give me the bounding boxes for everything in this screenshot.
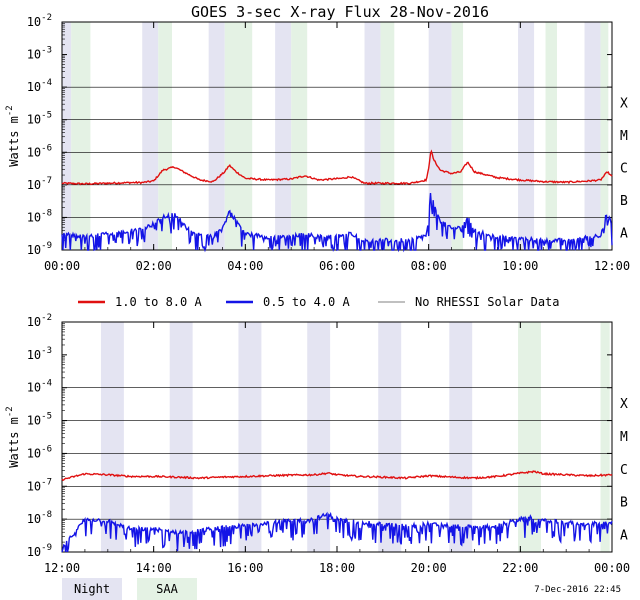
series-legend: 1.0 to 8.0 A 0.5 to 4.0 A No RHESSI Sola…: [78, 295, 560, 309]
legend-label-short: 0.5 to 4.0 A: [263, 295, 350, 309]
y-tick-label: 10-5: [27, 111, 52, 127]
night-band: [307, 322, 331, 552]
series-line-long: [61, 149, 613, 186]
y-tick-label: 10-7: [27, 176, 52, 192]
x-tick-label: 12:00: [44, 561, 80, 575]
y-tick-label: 10-9: [27, 543, 52, 559]
x-tick-label: 16:00: [227, 561, 263, 575]
y-tick-label: 10-8: [27, 208, 52, 224]
night-band: [275, 22, 292, 250]
x-tick-label: 00:00: [594, 561, 630, 575]
night-band: [364, 22, 381, 250]
y-tick-label: 10-4: [27, 78, 52, 94]
saa-legend-swatch: [137, 578, 197, 600]
night-band: [100, 322, 124, 552]
night-band: [428, 22, 452, 250]
night-band: [378, 322, 402, 552]
saa-band: [600, 322, 610, 552]
y-axis-label: Watts m-2: [5, 105, 21, 166]
y-tick-label: 10-3: [27, 46, 52, 62]
night-band: [169, 322, 193, 552]
saa-band: [158, 22, 172, 250]
y-tick-label: 10-9: [27, 241, 52, 257]
chart-title: GOES 3-sec X-ray Flux 28-Nov-2016: [191, 3, 489, 21]
x-tick-label: 14:00: [136, 561, 172, 575]
flare-class-label: X: [620, 96, 628, 111]
y-tick-label: 10-5: [27, 412, 52, 428]
flare-class-label: C: [620, 463, 628, 478]
flare-class-label: B: [620, 194, 628, 209]
saa-band: [380, 22, 395, 250]
flare-class-label: A: [620, 529, 628, 544]
night-band: [449, 322, 473, 552]
lower-panel: 10-9 10-8 10-7 10-6 10-5 10-4 10-3 10-2 A B C M X Wat…: [5, 313, 630, 575]
x-tick-label: 12:00: [594, 259, 630, 273]
x-tick-label: 20:00: [411, 561, 447, 575]
flare-class-label: M: [620, 129, 628, 144]
footer-timestamp: 7-Dec-2016 22:45: [534, 585, 621, 595]
y-tick-label: 10-2: [27, 313, 52, 329]
x-tick-label: 22:00: [502, 561, 538, 575]
y-axis-label: Watts m-2: [5, 406, 21, 467]
legend-label-long: 1.0 to 8.0 A: [115, 295, 202, 309]
y-tick-label: 10-3: [27, 346, 52, 362]
flare-class-label: M: [620, 430, 628, 445]
night-band: [584, 22, 601, 250]
series-line-long: [61, 470, 613, 482]
saa-band: [600, 22, 609, 250]
x-tick-label: 18:00: [319, 561, 355, 575]
x-tick-label: 02:00: [136, 259, 172, 273]
x-tick-label: 04:00: [227, 259, 263, 273]
night-band: [518, 22, 535, 250]
saa-band: [71, 22, 91, 250]
night-band: [142, 22, 159, 250]
saa-legend-label: SAA: [156, 582, 178, 596]
region-legend: Night SAA: [62, 578, 197, 600]
y-tick-label: 10-4: [27, 379, 52, 395]
night-band: [238, 322, 262, 552]
x-tick-label: 10:00: [502, 259, 538, 273]
legend-label-nodata: No RHESSI Solar Data: [415, 295, 560, 309]
saa-band: [518, 322, 541, 552]
flare-class-label: C: [620, 162, 628, 177]
flare-class-label: B: [620, 496, 628, 511]
saa-band: [224, 22, 253, 250]
night-legend-label: Night: [74, 582, 110, 596]
upper-panel: 10-9 10-8 10-7 10-6 10-5 10-4 10-3 10-2 A B C M X Wat…: [5, 13, 630, 273]
series-line-short: [61, 511, 613, 553]
saa-band: [545, 22, 557, 250]
night-legend-swatch: [62, 578, 122, 600]
y-tick-label: 10-6: [27, 143, 52, 159]
night-band: [62, 22, 72, 250]
flare-class-label: X: [620, 397, 628, 412]
x-tick-label: 08:00: [411, 259, 447, 273]
series-line-short: [61, 192, 613, 253]
y-tick-label: 10-6: [27, 444, 52, 460]
saa-band: [451, 22, 464, 250]
flare-class-label: A: [620, 227, 628, 242]
y-tick-label: 10-7: [27, 477, 52, 493]
y-tick-label: 10-2: [27, 13, 52, 29]
x-tick-label: 00:00: [44, 259, 80, 273]
night-band: [208, 22, 225, 250]
y-tick-label: 10-8: [27, 510, 52, 526]
x-tick-label: 06:00: [319, 259, 355, 273]
saa-band: [291, 22, 308, 250]
